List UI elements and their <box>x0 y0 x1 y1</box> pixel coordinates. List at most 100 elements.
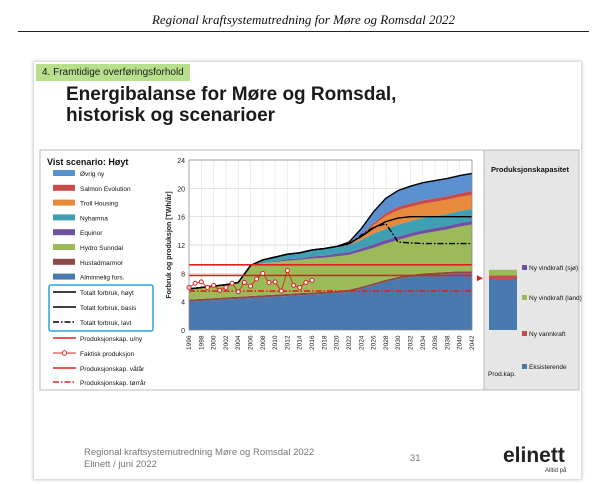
y-tick-label: 24 <box>177 158 185 165</box>
x-tick-label: 2008 <box>260 335 267 350</box>
capacity-legend-swatch <box>522 331 527 336</box>
legend-swatch <box>53 258 75 265</box>
capacity-arrow <box>477 275 483 282</box>
y-tick-label: 20 <box>177 186 185 193</box>
legend-swatch <box>53 170 75 176</box>
legend-label: Equinor <box>80 230 103 237</box>
capacity-legend-swatch <box>522 295 527 300</box>
legend-label: Øvrig ny <box>80 171 105 178</box>
legend-label: Totalt forbruk, lavt <box>80 320 131 327</box>
x-tick-label: 2006 <box>248 335 255 350</box>
actual-production-point <box>272 279 278 285</box>
footer-line1: Regional kraftsystemutredning Møre og Ro… <box>84 447 315 458</box>
x-tick-label: 2020 <box>334 335 341 350</box>
actual-production-point <box>235 289 241 295</box>
x-tick-label: 2032 <box>407 335 414 350</box>
area-8 <box>189 173 472 289</box>
legend-label: Salmon Evolution <box>80 186 131 193</box>
area-1 <box>189 273 472 330</box>
actual-production-point <box>266 280 272 286</box>
x-tick-label: 2014 <box>297 335 304 350</box>
capacity-legend-label: Ny vindkraft (sjø) <box>529 265 578 272</box>
x-tick-label: 2016 <box>309 335 316 350</box>
legend-swatch <box>53 273 75 280</box>
legend-label: Produksjonskap. våtår <box>80 365 145 373</box>
capacity-panel-title: Produksjonskapasitet <box>491 165 569 174</box>
capacity-legend-label: Ny vannkraft <box>529 331 566 338</box>
actual-production-point <box>297 285 303 290</box>
logo-tagline: Alltid på <box>545 468 567 474</box>
document-header: Regional kraftsystemutredning for Møre o… <box>151 12 456 27</box>
area-2 <box>189 271 472 302</box>
capacity-legend-swatch <box>522 364 527 369</box>
x-tick-label: 2022 <box>346 335 353 350</box>
capacity-bar-label: Prod.kap. <box>488 371 516 378</box>
section-tab: 4. Framtidige overføringsforhold <box>36 64 190 81</box>
line-series-3 <box>188 222 472 290</box>
x-tick-label: 2012 <box>284 335 291 350</box>
slide-footer: Regional kraftsystemutredning Møre og Ro… <box>84 447 314 471</box>
x-tick-label: 2040 <box>457 335 464 350</box>
capacity-bar: Prod.kap. Ny vindkraft (sjø) Ny vindkraft … <box>477 265 582 378</box>
x-tick-label: 1998 <box>198 335 205 350</box>
x-tick-label: 2002 <box>223 335 230 350</box>
y-axis-label: Forbruk og produksjon [TWh/år] <box>165 191 173 298</box>
x-tick-label: 2000 <box>211 335 218 350</box>
actual-production-point <box>278 288 284 294</box>
chart-legend: Øvrig ny Salmon Evolution Troll Housing Nyh… <box>53 170 147 387</box>
capacity-legend-swatch <box>522 265 527 270</box>
legend-swatch <box>53 229 75 236</box>
legend-swatch <box>53 199 75 206</box>
actual-production-point <box>284 268 290 273</box>
area-5 <box>189 208 472 289</box>
x-tick-label: 2024 <box>358 335 365 350</box>
y-tick-label: 16 <box>177 215 185 222</box>
actual-production-point <box>248 283 254 289</box>
actual-production-point <box>291 282 297 288</box>
scenario-label: Vist scenario: Høyt <box>47 157 128 167</box>
x-tick-label: 2042 <box>469 335 476 350</box>
legend-label: Troll Housing <box>80 201 118 208</box>
legend-label: Totalt forbruk, basis <box>80 305 137 312</box>
x-tick-label: 2028 <box>383 335 390 350</box>
x-tick-label: 2010 <box>272 335 279 350</box>
capacity-legend-label: Ny vindkraft (land) <box>529 295 582 302</box>
capacity-segment <box>489 275 517 279</box>
capacity-legend-label: Eksisterende <box>529 364 567 371</box>
x-tick-label: 2038 <box>444 335 451 350</box>
legend-swatch <box>53 244 75 250</box>
actual-production-point <box>198 279 204 285</box>
actual-production-point <box>204 285 210 290</box>
legend-swatch <box>53 184 75 191</box>
actual-production-point <box>211 282 217 288</box>
legend-swatch <box>53 214 75 221</box>
consumption-legend-box <box>48 284 154 332</box>
x-tick-label: 2036 <box>432 335 439 350</box>
legend-label: Hustadmarmor <box>80 260 124 267</box>
slide-title-line2: historisk og scenarioer <box>66 105 276 126</box>
header-rule <box>18 31 589 32</box>
slide-title: Energibalanse for Møre og Romsdal, histor… <box>66 84 396 126</box>
x-tick-label: 2030 <box>395 335 402 350</box>
elinett-logo: elinett <box>503 444 565 467</box>
plot-border <box>188 159 473 331</box>
legend-label: Nyhamna <box>80 215 108 222</box>
capacity-segment <box>489 279 517 330</box>
actual-production-point <box>192 280 198 286</box>
x-tick-label: 2026 <box>371 335 378 350</box>
actual-production-point <box>254 276 260 282</box>
footer-line2: Elinett / juni 2022 <box>84 459 157 470</box>
y-tick-label: 4 <box>181 300 185 307</box>
y-tick-label: 8 <box>181 271 185 278</box>
x-tick-label: 2034 <box>420 335 427 350</box>
slide-title-line1: Energibalanse for Møre og Romsdal, <box>66 84 397 105</box>
actual-production-point <box>309 277 315 283</box>
legend-label: Alminnelig fors. <box>80 275 125 282</box>
area-4 <box>189 220 472 289</box>
legend-marker <box>61 350 68 356</box>
page-number: 31 <box>410 453 421 464</box>
x-tick-label: 1996 <box>186 335 193 350</box>
actual-production-point <box>229 280 235 286</box>
area-3 <box>189 224 472 300</box>
